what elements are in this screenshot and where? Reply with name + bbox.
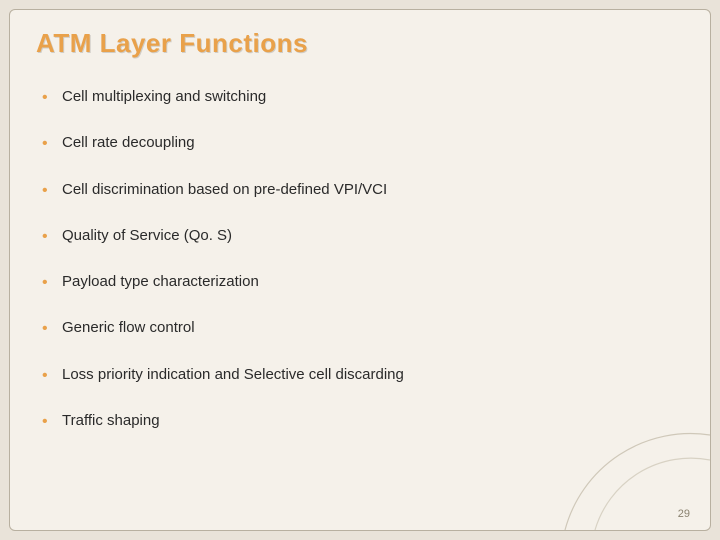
bullet-list: Cell multiplexing and switching Cell rat… [36, 87, 684, 431]
slide-title: ATM Layer Functions [36, 28, 684, 59]
bullet-item: Generic flow control [42, 318, 684, 338]
slide-container: ATM Layer Functions Cell multiplexing an… [9, 9, 711, 531]
bullet-item: Traffic shaping [42, 411, 684, 431]
page-number: 29 [678, 508, 690, 520]
bullet-item: Cell discrimination based on pre-defined… [42, 180, 684, 200]
bullet-item: Payload type characterization [42, 272, 684, 292]
bullet-item: Cell rate decoupling [42, 133, 684, 153]
bullet-item: Loss priority indication and Selective c… [42, 365, 684, 385]
bullet-item: Quality of Service (Qo. S) [42, 226, 684, 246]
bullet-item: Cell multiplexing and switching [42, 87, 684, 107]
